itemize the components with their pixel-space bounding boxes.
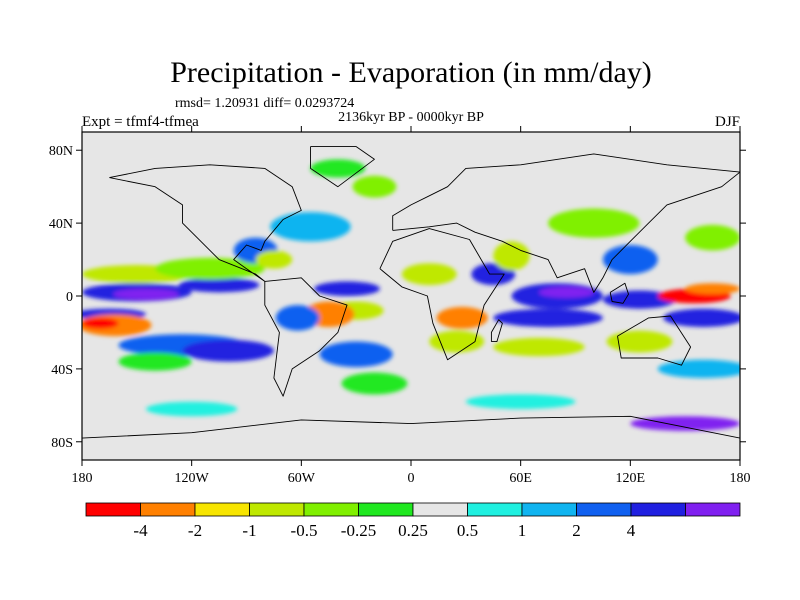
coastline-south-america <box>264 277 348 397</box>
stats-label: rmsd= 1.20931 diff= 0.0293724 <box>175 96 354 111</box>
coastline-borneo <box>609 282 629 304</box>
lon-tick-label: 60W <box>288 471 316 486</box>
colorbar-swatch <box>412 502 468 517</box>
field-region-atlantic-itcz <box>314 281 380 297</box>
field-region-w-pacific-dry-2 <box>685 283 740 295</box>
field-region-maritime-wet <box>602 290 677 309</box>
field-region-southern-ocean-cyan-1 <box>145 401 238 417</box>
field-region-caribbean-dry <box>255 250 293 269</box>
field-region-east-asia-wet <box>602 244 658 275</box>
coastline-madagascar <box>490 319 503 343</box>
colorbar-swatch <box>249 502 305 517</box>
field-region-north-atlantic-green <box>352 175 397 198</box>
colorbar-swatch <box>630 502 686 517</box>
lon-tick-label: 120W <box>175 471 210 486</box>
map-area <box>82 132 740 460</box>
colorbar-swatch <box>521 502 577 517</box>
field-region-n-africa-dry <box>401 263 457 286</box>
field-region-south-america-wet <box>275 305 320 331</box>
coastline-eurasia <box>392 153 740 293</box>
coastline-antarctica <box>82 415 740 439</box>
lat-tick-label: 80S <box>51 436 73 451</box>
field-region-n-pacific-green <box>155 257 265 280</box>
field-region-atlantic-storm <box>270 212 351 242</box>
colorbar-label: 2 <box>572 521 581 540</box>
field-region-itcz-pacific-2 <box>178 277 260 293</box>
lat-tick-label: 40S <box>51 363 73 378</box>
colorbar-swatch <box>85 502 141 517</box>
field-region-se-pacific-dry-core <box>82 317 119 329</box>
field-region-south-pacific-band-2 <box>182 339 274 362</box>
pe-field <box>82 159 740 431</box>
colorbar: -4 -2 -1 -0.5 -0.25 0.25 0.5 1 2 4 <box>85 502 741 540</box>
longitude-axis: 180 120W 60W 0 60E 120E 180 <box>72 126 751 486</box>
colorbar-swatch <box>576 502 632 517</box>
field-region-nw-pacific-green <box>685 224 740 251</box>
field-region-sacz <box>319 341 393 368</box>
experiment-label: Expt = tfmf4-tfmea <box>82 114 199 130</box>
field-region-itcz-pacific-core <box>113 288 179 300</box>
colorbar-label: -2 <box>188 521 202 540</box>
colorbar-swatch <box>685 502 741 517</box>
lon-tick-label: 120E <box>616 471 646 486</box>
field-region-arabia-dry <box>493 241 530 271</box>
colorbar-swatch <box>140 502 196 517</box>
field-region-arctic-green <box>310 159 366 178</box>
coastline-north-america <box>109 164 302 282</box>
coastline-australia <box>617 315 692 366</box>
colorbar-label: 1 <box>518 521 527 540</box>
field-region-australia-yellow <box>606 330 673 353</box>
colorbar-label: -0.5 <box>291 521 318 540</box>
field-region-s-atlantic-green <box>341 372 408 395</box>
period-label: 2136kyr BP - 0000kyr BP <box>338 110 484 125</box>
colorbar-swatch <box>467 502 523 517</box>
colorbar-label: 4 <box>627 521 636 540</box>
season-label: DJF <box>715 114 740 130</box>
colorbar-label: -1 <box>242 521 256 540</box>
lat-tick-label: 40N <box>49 217 73 232</box>
colorbar-label: -4 <box>133 521 148 540</box>
field-region-south-indian-dry <box>493 337 585 357</box>
lon-tick-label: 180 <box>72 471 93 486</box>
field-region-w-pacific-wet <box>663 308 740 327</box>
field-region-africa-south-yellow <box>429 330 485 353</box>
colorbar-label: 0.5 <box>457 521 478 540</box>
field-region-southern-ocean-cyan-2 <box>465 394 576 409</box>
colorbar-swatch <box>303 502 359 517</box>
lon-tick-label: 180 <box>730 471 751 486</box>
lat-tick-label: 80N <box>49 144 73 159</box>
coastlines <box>82 146 740 439</box>
latitude-axis: 80N 40N 0 40S 80S <box>49 144 746 451</box>
colorbar-swatch <box>358 502 414 517</box>
figure-title: Precipitation - Evaporation (in mm/day) <box>170 56 652 89</box>
field-region-indian-ocean-core <box>538 286 594 298</box>
lon-tick-label: 60E <box>509 471 532 486</box>
field-region-south-pacific-green <box>118 352 192 371</box>
coastline-africa <box>379 228 505 361</box>
lon-tick-label: 0 <box>408 471 415 486</box>
field-region-africa-south-dry <box>436 306 488 329</box>
colorbar-label: 0.25 <box>398 521 428 540</box>
field-region-south-indian-band <box>493 308 603 327</box>
field-region-antarctic-purple <box>630 416 740 431</box>
lat-tick-label: 0 <box>66 290 73 305</box>
colorbar-label: -0.25 <box>341 521 376 540</box>
colorbar-swatch <box>194 502 250 517</box>
field-region-asia-green <box>548 208 640 238</box>
coastline-greenland <box>310 146 375 188</box>
